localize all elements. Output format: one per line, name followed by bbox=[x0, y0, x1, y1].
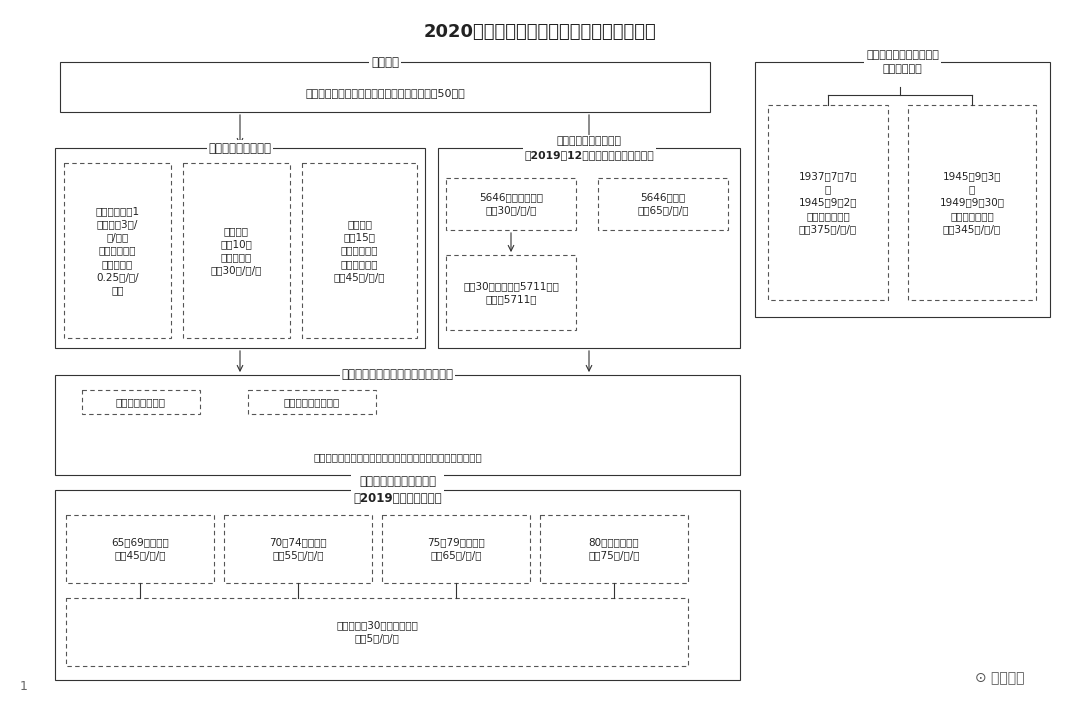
Text: 70至74周岁人员
增加55元/月/人: 70至74周岁人员 增加55元/月/人 bbox=[269, 537, 327, 560]
Text: 缴费年限
不满10年
的退休人员
增加30元/月/人: 缴费年限 不满10年 的退休人员 增加30元/月/人 bbox=[211, 226, 262, 275]
Bar bbox=[183, 163, 291, 338]
Text: 企业退休建国前参加革命
工作的老工人: 企业退休建国前参加革命 工作的老工人 bbox=[866, 50, 939, 73]
Bar bbox=[55, 148, 426, 348]
Text: 5646元以下
增加65元/月/人: 5646元以下 增加65元/月/人 bbox=[637, 192, 689, 216]
Bar bbox=[302, 163, 417, 338]
Bar bbox=[768, 105, 888, 300]
Bar bbox=[446, 178, 576, 230]
Bar bbox=[66, 515, 214, 583]
Text: 向高龄退休人员逐步倾斜
（2019年年底前年满）: 向高龄退休人员逐步倾斜 （2019年年底前年满） bbox=[353, 475, 442, 505]
Bar bbox=[64, 163, 171, 338]
Bar bbox=[55, 490, 740, 680]
Text: 1945年9月3日
至
1949年9月30日
参加革命工作的
增加345元/月/人: 1945年9月3日 至 1949年9月30日 参加革命工作的 增加345元/月/… bbox=[940, 171, 1004, 234]
Bar bbox=[224, 515, 372, 583]
Text: 保证两类群体调整后不低于平均水平: 保证两类群体调整后不低于平均水平 bbox=[341, 369, 454, 381]
Text: 缴费年限
不满15年
的建设征地农
转工退休人员
增加45元/月/人: 缴费年限 不满15年 的建设征地农 转工退休人员 增加45元/月/人 bbox=[334, 219, 386, 282]
Text: 1937年7月7日
至
1945年9月2日
参加革命工作的
增加375元/月/人: 1937年7月7日 至 1945年9月2日 参加革命工作的 增加375元/月/人 bbox=[799, 171, 858, 234]
Text: 企业退休原工商业者: 企业退休原工商业者 bbox=[284, 397, 340, 407]
Text: 缴费年限每满1
年，增加3元/
月/人；
不足整年的余
月数，增加
0.25元/月/
人。: 缴费年限每满1 年，增加3元/ 月/人； 不足整年的余 月数，增加 0.25元/… bbox=[95, 206, 139, 295]
Bar bbox=[908, 105, 1036, 300]
Bar bbox=[248, 390, 376, 414]
Text: 与缴费年限挂钩调整: 与缴费年限挂钩调整 bbox=[208, 142, 271, 154]
Text: 80周岁以上人员
增加75元/月/人: 80周岁以上人员 增加75元/月/人 bbox=[589, 537, 639, 560]
Bar bbox=[382, 515, 530, 583]
Bar bbox=[55, 375, 740, 475]
Bar bbox=[540, 515, 688, 583]
Bar bbox=[66, 598, 688, 666]
Bar bbox=[446, 255, 576, 330]
Text: 定额调整: 定额调整 bbox=[372, 56, 399, 68]
Text: 按照前三项普遍调整后低于企业平均水平的，补足到平均水平: 按照前三项普遍调整后低于企业平均水平的，补足到平均水平 bbox=[313, 452, 482, 462]
Text: 缴费年限满30年及以上人员
增加5元/月/人: 缴费年限满30年及以上人员 增加5元/月/人 bbox=[336, 620, 418, 644]
Bar bbox=[60, 62, 710, 112]
Text: 65至69周岁人员
增加45元/月/人: 65至69周岁人员 增加45元/月/人 bbox=[111, 537, 168, 560]
Bar bbox=[82, 390, 200, 414]
Bar bbox=[438, 148, 740, 348]
Text: ⊙ 北京日报: ⊙ 北京日报 bbox=[975, 671, 1025, 685]
Bar bbox=[598, 178, 728, 230]
Text: 75至79周岁人员
增加65元/月/人: 75至79周岁人员 增加65元/月/人 bbox=[427, 537, 485, 560]
Text: 1: 1 bbox=[21, 680, 28, 692]
Bar bbox=[755, 62, 1050, 317]
Text: 与养老金水平挂钩调整
（2019年12月本人基本养老金标准）: 与养老金水平挂钩调整 （2019年12月本人基本养老金标准） bbox=[524, 136, 653, 159]
Text: 企业退休军转干部: 企业退休军转干部 bbox=[116, 397, 166, 407]
Text: 2020年本市调整退休人员基本养老金示意图: 2020年本市调整退休人员基本养老金示意图 bbox=[423, 23, 657, 41]
Text: 5646元（含）以上
增加30元/月/人: 5646元（含）以上 增加30元/月/人 bbox=[480, 192, 543, 216]
Text: 增加30元后，低于5711元的
补足到5711元: 增加30元后，低于5711元的 补足到5711元 bbox=[463, 281, 559, 304]
Text: 全部退休人员按照统一的标准，每人每月增加50元。: 全部退休人员按照统一的标准，每人每月增加50元。 bbox=[306, 88, 464, 98]
